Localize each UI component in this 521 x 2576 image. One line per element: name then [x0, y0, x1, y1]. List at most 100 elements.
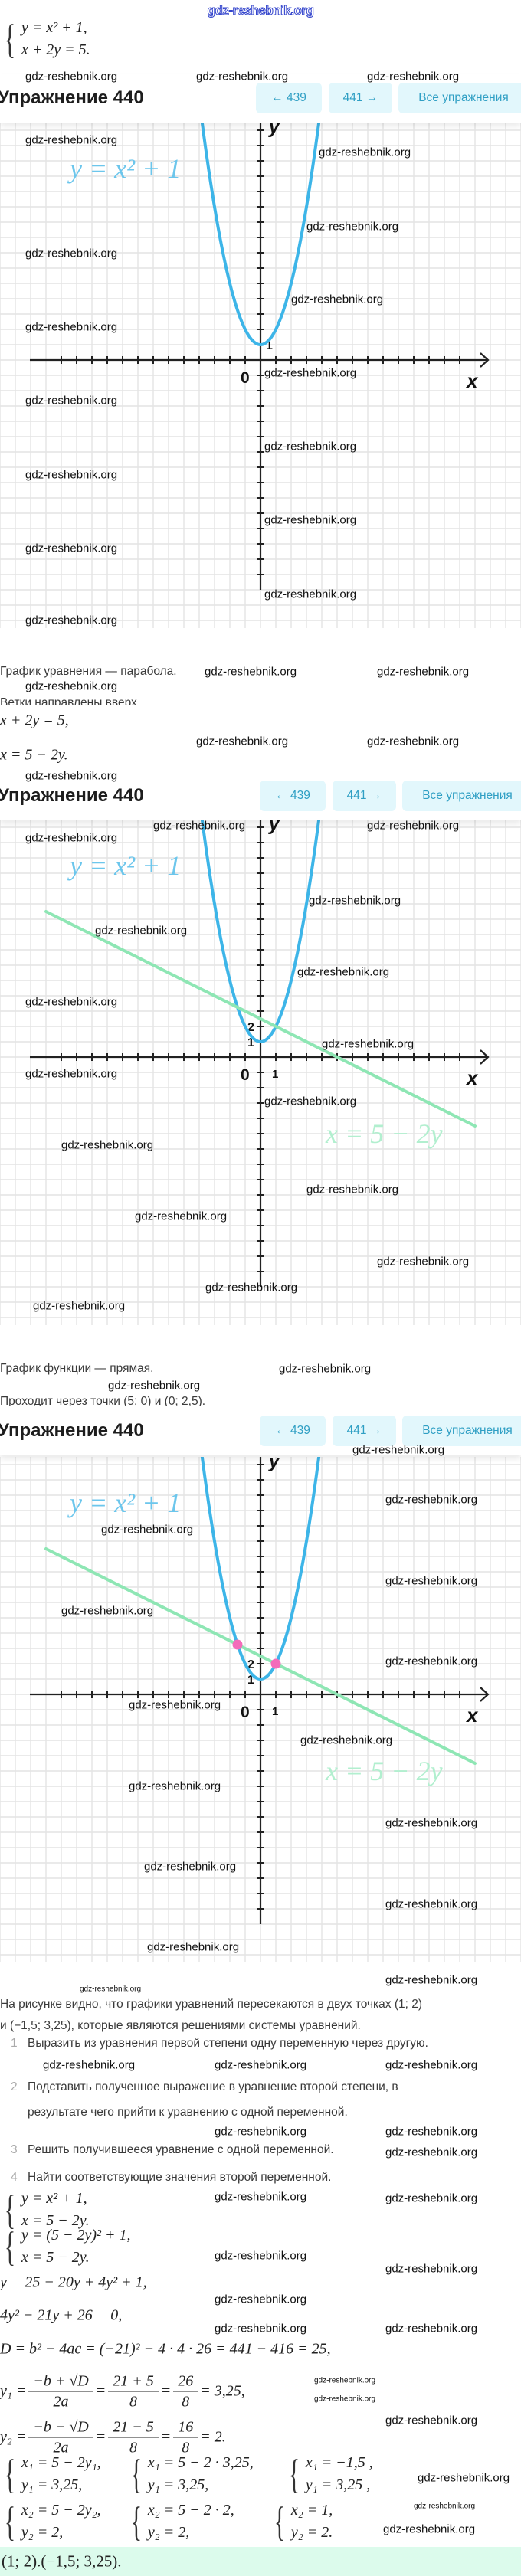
watermark: gdz-reshebnik.org — [322, 1037, 415, 1051]
watermark: gdz-reshebnik.org — [25, 831, 118, 845]
equation: x = 5 − 2y. — [0, 746, 68, 764]
watermark: gdz-reshebnik.org — [25, 995, 118, 1009]
watermark: gdz-reshebnik.org — [385, 1574, 478, 1588]
numerator: 21 + 5 — [113, 2372, 154, 2390]
watermark: gdz-reshebnik.org — [385, 1655, 478, 1668]
all-exercises-button[interactable]: Все упражнения — [398, 83, 521, 113]
watermark: gdz-reshebnik.org — [264, 1095, 357, 1108]
watermark: gdz-reshebnik.org — [385, 2125, 478, 2139]
all-exercises-button[interactable]: Все упражнения — [402, 781, 521, 811]
y-axis-label: y — [268, 123, 280, 138]
step-text: Подставить полученное выражение в уравне… — [28, 2080, 398, 2093]
watermark: gdz-reshebnik.org — [291, 293, 384, 306]
watermark: gdz-reshebnik.org — [215, 2058, 307, 2072]
watermark: gdz-reshebnik.org — [215, 2190, 307, 2204]
next-exercise-button[interactable]: 441 → — [333, 1416, 396, 1446]
step-number: 4 — [11, 2171, 18, 2184]
watermark: gdz-reshebnik.org — [385, 1973, 478, 1987]
watermark: gdz-reshebnik.org — [385, 2191, 478, 2205]
watermark: gdz-reshebnik.org — [377, 1255, 470, 1268]
denominator: 8 — [173, 2391, 198, 2412]
watermark: gdz-reshebnik.org — [33, 1299, 126, 1313]
prev-exercise-button[interactable]: ← 439 — [256, 83, 322, 113]
prev-exercise-button[interactable]: ← 439 — [260, 1416, 326, 1446]
equation: 4y² − 21y + 26 = 0, — [0, 2306, 123, 2324]
all-exercises-button[interactable]: Все упражнения — [402, 1416, 521, 1446]
equation: x + 2y = 5, — [0, 712, 69, 729]
watermark: gdz-reshebnik.org — [352, 1443, 445, 1457]
equation: y₁ = 3,25, — [21, 2476, 83, 2493]
denominator: 8 — [108, 2437, 159, 2458]
watermark: gdz-reshebnik.org — [306, 1183, 399, 1196]
paragraph: На рисунке видно, что графики уравнений … — [0, 1998, 423, 2011]
system-x1-a: {x₁ = 5 − 2y₁, y₁ = 3,25, — [0, 2452, 101, 2496]
watermark: gdz-reshebnik.org — [383, 2522, 476, 2536]
watermark: gdz-reshebnik.org — [279, 1362, 372, 1376]
y-tick-label: 1 — [247, 1674, 254, 1687]
system-a: { y = x² + 1, x = 5 − 2y. — [0, 2188, 90, 2232]
watermark: gdz-reshebnik.org — [264, 513, 357, 527]
step-item: 3 Решить получившееся уравнение с одной п… — [0, 2142, 334, 2158]
watermark: gdz-reshebnik.org — [129, 1698, 221, 1712]
watermark: gdz-reshebnik.org — [25, 614, 118, 627]
step-number: 3 — [11, 2143, 18, 2156]
step-item: 4 Найти соответствующие значения второй п… — [0, 2170, 331, 2185]
prev-exercise-button[interactable]: ← 439 — [260, 781, 326, 811]
equation: y = x² + 1, — [21, 19, 87, 36]
watermark: gdz-reshebnik.org — [95, 924, 188, 938]
watermark: gdz-reshebnik.org — [367, 819, 460, 833]
watermark: gdz-reshebnik.org — [215, 2322, 307, 2335]
watermark: gdz-reshebnik.org — [147, 1940, 240, 1954]
parabola-curve — [200, 123, 321, 347]
parabola-label: y = x² + 1 — [67, 153, 181, 184]
x-tick-label: 1 — [272, 1068, 278, 1081]
watermark: gdz-reshebnik.org — [414, 2502, 476, 2511]
watermark: gdz-reshebnik.org — [25, 468, 118, 482]
lhs: y₁ = — [0, 2382, 27, 2400]
watermark: gdz-reshebnik.org — [25, 679, 118, 693]
watermark: gdz-reshebnik.org — [25, 133, 118, 147]
x-axis-arrow — [480, 1049, 490, 1065]
y-tick-label: 1 — [266, 339, 273, 352]
watermark: gdz-reshebnik.org — [80, 1985, 142, 1994]
brace-icon: { — [4, 2499, 16, 2545]
next-exercise-button[interactable]: 441 → — [333, 781, 396, 811]
paragraph: Ветки направлены вверх. — [0, 696, 141, 705]
watermark: gdz-reshebnik.org — [196, 735, 289, 748]
fraction: −b + √D 2a — [28, 2371, 93, 2412]
watermark: gdz-reshebnik.org — [129, 1779, 221, 1793]
equation: x = 5 − 2y. — [21, 2249, 90, 2266]
watermark: gdz-reshebnik.org — [215, 2249, 307, 2263]
equation: x₂ = 5 − 2 · 2, — [147, 2502, 234, 2519]
watermark: gdz-reshebnik.org — [297, 965, 390, 979]
watermark: gdz-reshebnik.org — [367, 70, 460, 83]
step-text: Решить получившееся уравнение с одной пе… — [28, 2143, 334, 2156]
line-label: x = 5 − 2y — [325, 1118, 443, 1149]
watermark: gdz-reshebnik.org — [385, 1816, 478, 1830]
watermark: gdz-reshebnik.org — [418, 2471, 510, 2485]
next-exercise-button[interactable]: 441 → — [329, 83, 392, 113]
brace-icon: { — [4, 2224, 16, 2270]
line-graph — [44, 910, 477, 1128]
watermark: gdz-reshebnik.org — [61, 1604, 154, 1618]
clipped-line: Ветки направлены вверх. — [0, 694, 521, 705]
sticky-header: Упражнение 440 ← 439 441 → Все упражнени… — [0, 1406, 521, 1455]
step-number: 2 — [11, 2080, 18, 2093]
parabola-curve — [200, 1457, 321, 1681]
y-tick-label: 2 — [247, 1658, 254, 1671]
brace-icon: { — [4, 16, 16, 62]
x-axis-label: x — [465, 1704, 479, 1727]
line-graph — [44, 1547, 477, 1765]
fraction: −b − √D 2a — [28, 2417, 93, 2458]
paragraph: Проходит через точки (5; 0) и (0; 2,5). — [0, 1395, 206, 1408]
watermark: gdz-reshebnik.org — [385, 2414, 478, 2427]
equation: y₂ = 2, — [21, 2524, 64, 2541]
system-b: { y = (5 − 2y)² + 1, x = 5 − 2y. — [0, 2224, 131, 2270]
brace-icon: { — [4, 2451, 16, 2497]
watermark: gdz-reshebnik.org — [43, 2058, 136, 2072]
discriminant: D = b² − 4ac = (−21)² − 4 · 4 · 26 = 441… — [0, 2340, 331, 2358]
system-x1-b: {x₁ = 5 − 2 · 3,25, y₁ = 3,25, — [126, 2452, 254, 2496]
watermark: gdz-reshebnik.org — [367, 735, 460, 748]
watermark: gdz-reshebnik.org — [25, 247, 118, 260]
equation: x + 2y = 5. — [21, 41, 90, 58]
